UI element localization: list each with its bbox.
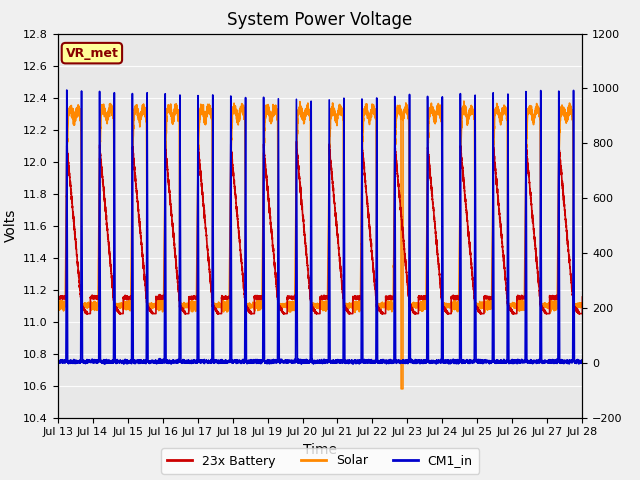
- Solar: [364, 110, 372, 116]
- 23x Battery: [54, 293, 61, 299]
- 23x Battery: [364, 212, 372, 218]
- Line: 23x Battery: 23x Battery: [58, 142, 582, 313]
- CM1_in: [387, 358, 395, 364]
- Solar: [80, 302, 88, 308]
- Solar: [460, 98, 468, 104]
- Solar: [54, 302, 61, 308]
- CM1_in: [54, 357, 61, 363]
- Solar: [471, 209, 479, 215]
- CM1_in: [471, 198, 479, 204]
- 23x Battery: [244, 305, 252, 311]
- Solar: [387, 304, 395, 310]
- Solar: [579, 303, 586, 309]
- Title: System Power Voltage: System Power Voltage: [227, 11, 413, 29]
- CM1_in: [579, 358, 586, 364]
- Text: VR_met: VR_met: [65, 47, 118, 60]
- Legend: 23x Battery, Solar, CM1_in: 23x Battery, Solar, CM1_in: [161, 448, 479, 474]
- 23x Battery: [443, 309, 451, 314]
- CM1_in: [244, 358, 252, 363]
- CM1_in: [80, 359, 88, 364]
- 23x Battery: [471, 296, 479, 301]
- CM1_in: [364, 360, 372, 365]
- 23x Battery: [80, 306, 88, 312]
- Solar: [443, 302, 451, 308]
- CM1_in: [443, 358, 451, 364]
- Solar: [244, 301, 252, 307]
- Line: CM1_in: CM1_in: [58, 90, 582, 364]
- Solar: [397, 386, 405, 392]
- Line: Solar: Solar: [58, 101, 582, 389]
- 23x Battery: [387, 294, 395, 300]
- 23x Battery: [292, 139, 300, 144]
- 23x Battery: [579, 294, 586, 300]
- CM1_in: [298, 361, 305, 367]
- Y-axis label: Volts: Volts: [3, 209, 17, 242]
- 23x Battery: [83, 311, 90, 316]
- CM1_in: [63, 87, 70, 93]
- X-axis label: Time: Time: [303, 443, 337, 457]
